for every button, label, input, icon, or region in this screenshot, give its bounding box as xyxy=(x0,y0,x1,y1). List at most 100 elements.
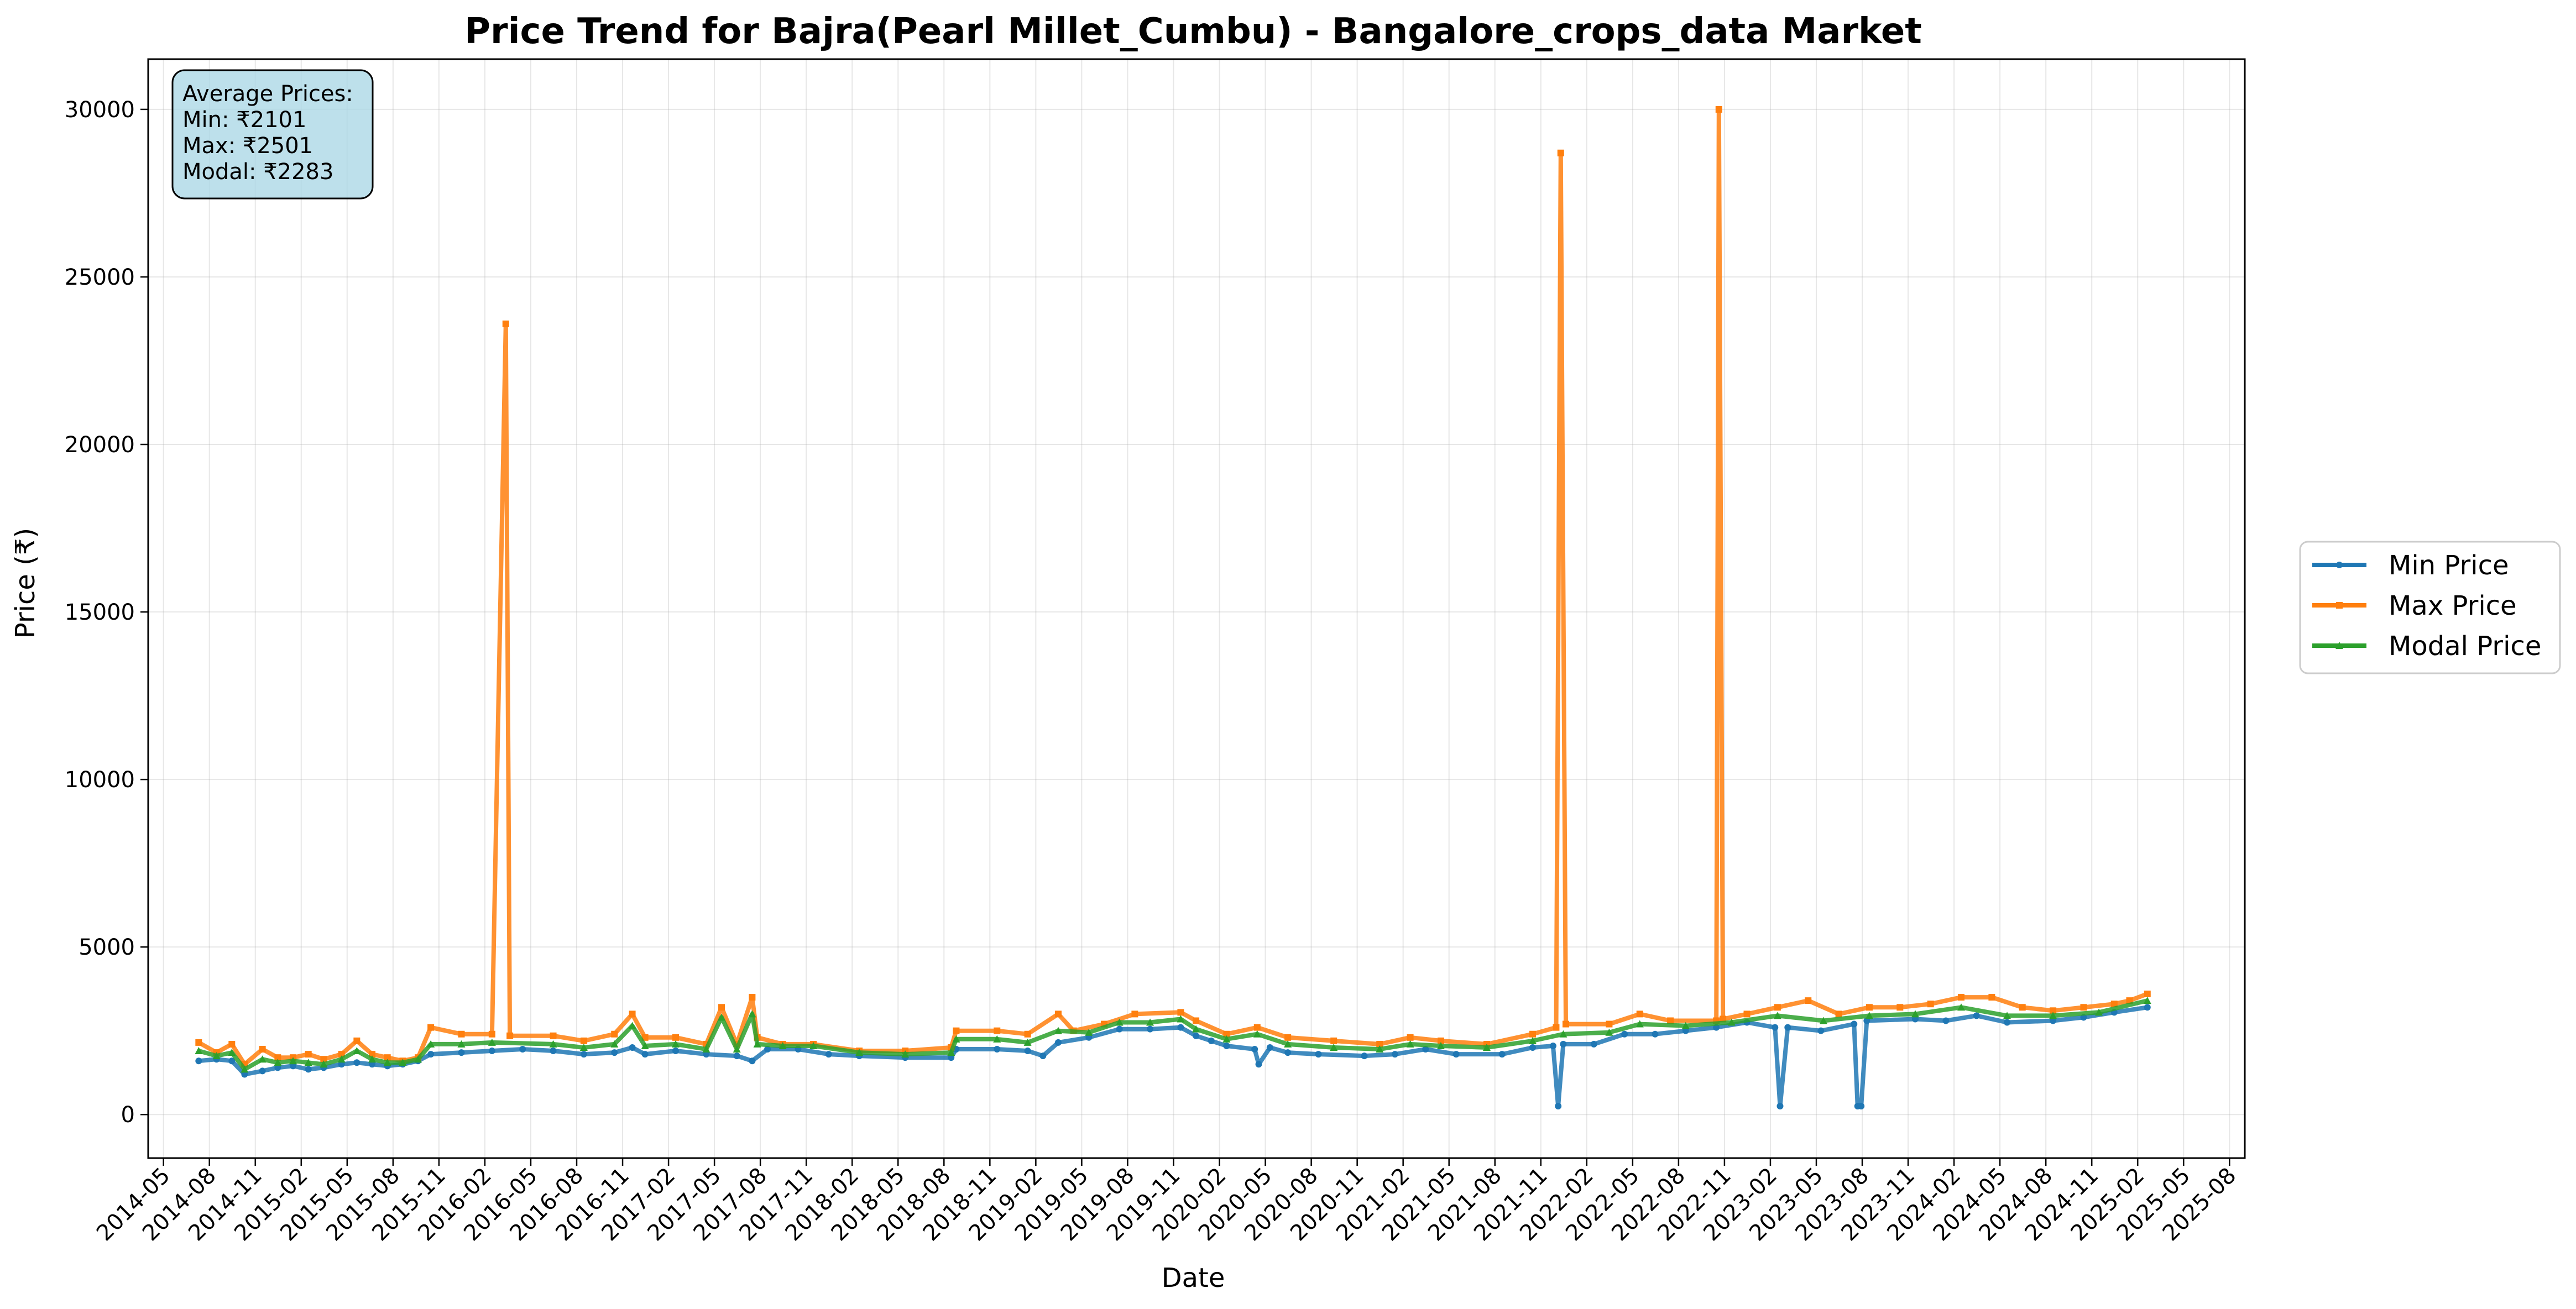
data-point xyxy=(1805,997,1812,1004)
legend-frame xyxy=(2299,541,2561,674)
data-point xyxy=(399,1059,407,1066)
chart-title: Price Trend for Bajra(Pearl Millet_Cumbu… xyxy=(464,11,1922,52)
data-point xyxy=(1023,1038,1032,1046)
data-point xyxy=(1054,1039,1062,1046)
data-point xyxy=(1406,1040,1414,1048)
data-point xyxy=(1498,1051,1506,1058)
data-point xyxy=(458,1030,465,1038)
legend-swatch-marker xyxy=(2336,602,2343,609)
data-point xyxy=(1193,1032,1200,1039)
data-point xyxy=(2049,1012,2057,1019)
data-point xyxy=(579,1043,588,1051)
data-point xyxy=(259,1067,266,1075)
data-point xyxy=(1223,1030,1230,1038)
series-line xyxy=(198,998,2148,1072)
data-point xyxy=(1436,1041,1445,1049)
series-modal-price xyxy=(195,997,2151,1073)
data-point xyxy=(1131,1010,1138,1018)
data-point xyxy=(733,1053,740,1060)
data-point xyxy=(1776,1103,1784,1110)
data-point xyxy=(1255,1061,1262,1068)
data-point xyxy=(1266,1044,1273,1051)
data-point xyxy=(549,1040,557,1048)
y-tick-label: 20000 xyxy=(65,432,135,458)
data-point xyxy=(1681,1022,1690,1029)
legend-label: Min Price xyxy=(2389,550,2509,581)
data-point xyxy=(488,1048,495,1055)
data-point xyxy=(1555,1103,1562,1110)
data-point xyxy=(1223,1042,1230,1049)
data-point xyxy=(1024,1030,1031,1038)
data-point xyxy=(953,1027,960,1034)
data-point xyxy=(1942,1017,1950,1024)
data-point xyxy=(1284,1049,1292,1056)
data-point xyxy=(2080,1004,2087,1011)
data-point xyxy=(368,1055,377,1063)
data-point xyxy=(488,1030,495,1038)
data-point xyxy=(1817,1027,1825,1034)
data-point xyxy=(353,1047,361,1055)
data-point xyxy=(1085,1034,1093,1041)
legend-item: Max Price xyxy=(2312,590,2517,621)
data-point xyxy=(1957,1003,1966,1011)
data-point xyxy=(458,1049,465,1056)
data-point xyxy=(1774,1004,1781,1011)
data-point xyxy=(947,1049,955,1056)
data-point xyxy=(1330,1043,1338,1051)
y-tick-label: 10000 xyxy=(65,767,135,793)
data-point xyxy=(580,1037,587,1044)
data-point xyxy=(1866,1004,1873,1011)
legend-swatch-marker xyxy=(2335,642,2343,649)
data-point xyxy=(1253,1024,1261,1031)
data-point xyxy=(241,1065,249,1073)
average-prices-line: Average Prices: xyxy=(182,81,353,107)
data-point xyxy=(1452,1051,1460,1058)
data-point xyxy=(1896,1004,1904,1011)
data-point xyxy=(305,1051,312,1058)
data-point xyxy=(320,1060,328,1068)
data-point xyxy=(502,320,509,327)
data-point xyxy=(1146,1018,1154,1026)
data-point xyxy=(671,1040,680,1048)
data-point xyxy=(1773,1012,1781,1019)
data-point xyxy=(580,1051,587,1058)
data-point xyxy=(764,1046,771,1053)
data-point xyxy=(611,1049,618,1056)
data-point xyxy=(353,1037,360,1044)
data-point xyxy=(1667,1017,1674,1024)
data-point xyxy=(1958,994,1965,1001)
data-point xyxy=(1973,1012,1980,1019)
data-point xyxy=(629,1044,636,1051)
data-point xyxy=(274,1059,282,1066)
data-point xyxy=(1549,1042,1556,1049)
data-point xyxy=(2144,991,2151,998)
data-point xyxy=(2050,1017,2057,1024)
data-point xyxy=(1559,1030,1567,1038)
data-point xyxy=(1560,1040,1567,1048)
data-point xyxy=(641,1034,649,1041)
data-point xyxy=(610,1040,619,1048)
data-point xyxy=(195,1057,202,1065)
data-point xyxy=(1557,149,1564,156)
data-point xyxy=(212,1052,221,1060)
y-tick-label: 0 xyxy=(121,1102,135,1128)
data-point xyxy=(1819,1017,1827,1024)
data-point xyxy=(1605,1028,1613,1036)
legend-item: Modal Price xyxy=(2312,631,2541,662)
legend: Min Price Max Price Modal Price xyxy=(2299,541,2561,674)
data-point xyxy=(1621,1030,1628,1038)
data-point xyxy=(1682,1027,1689,1034)
data-point xyxy=(228,1040,236,1048)
data-point xyxy=(702,1045,710,1053)
data-point xyxy=(901,1050,910,1058)
data-point xyxy=(629,1010,636,1018)
data-point xyxy=(338,1061,345,1068)
data-point xyxy=(427,1040,435,1048)
data-point xyxy=(274,1054,281,1061)
data-point xyxy=(1177,1009,1184,1016)
data-point xyxy=(1422,1046,1429,1053)
data-point xyxy=(258,1055,267,1063)
data-point xyxy=(2004,1019,2011,1026)
data-point xyxy=(1482,1043,1491,1051)
